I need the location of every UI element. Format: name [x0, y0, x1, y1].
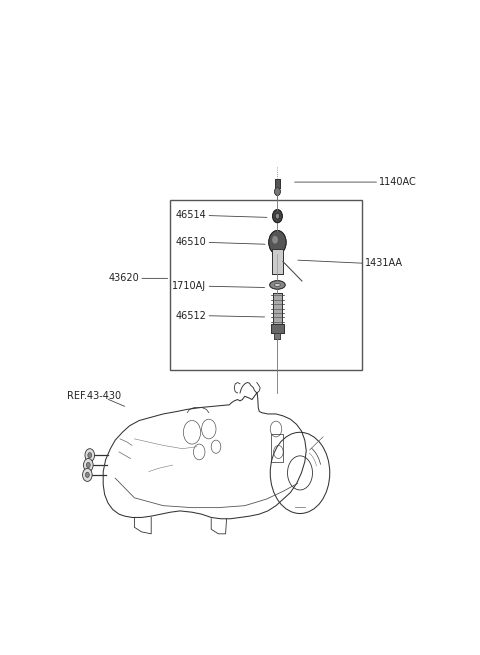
Text: 46514: 46514 [176, 210, 206, 221]
Text: 46510: 46510 [176, 237, 206, 248]
Circle shape [272, 236, 278, 244]
Circle shape [85, 472, 89, 477]
Bar [271, 324, 284, 333]
Circle shape [88, 453, 92, 458]
Circle shape [273, 210, 282, 223]
Bar [275, 333, 280, 339]
Circle shape [83, 468, 92, 481]
Text: 1710AJ: 1710AJ [172, 281, 206, 291]
Text: REF.43-430: REF.43-430 [67, 391, 121, 402]
Circle shape [275, 187, 280, 195]
Circle shape [275, 214, 279, 219]
Text: 1140AC: 1140AC [379, 177, 417, 187]
Ellipse shape [270, 281, 285, 289]
Bar [271, 324, 284, 333]
Bar [272, 249, 283, 274]
Circle shape [269, 231, 286, 254]
Circle shape [273, 210, 282, 223]
Ellipse shape [275, 284, 280, 286]
FancyBboxPatch shape [275, 179, 280, 187]
Ellipse shape [275, 284, 280, 286]
Circle shape [85, 449, 95, 462]
Bar [275, 333, 280, 339]
Bar [273, 293, 282, 324]
Bar [170, 200, 362, 370]
Circle shape [272, 236, 278, 244]
Circle shape [275, 187, 280, 195]
FancyBboxPatch shape [275, 179, 280, 187]
Circle shape [275, 214, 279, 219]
Circle shape [269, 231, 286, 254]
Text: 46512: 46512 [176, 310, 206, 321]
Text: 1431AA: 1431AA [365, 258, 403, 269]
Circle shape [84, 458, 93, 472]
Text: 43620: 43620 [108, 273, 139, 284]
Bar [272, 249, 283, 274]
Bar [273, 293, 282, 324]
Circle shape [86, 462, 90, 468]
Ellipse shape [270, 281, 285, 289]
